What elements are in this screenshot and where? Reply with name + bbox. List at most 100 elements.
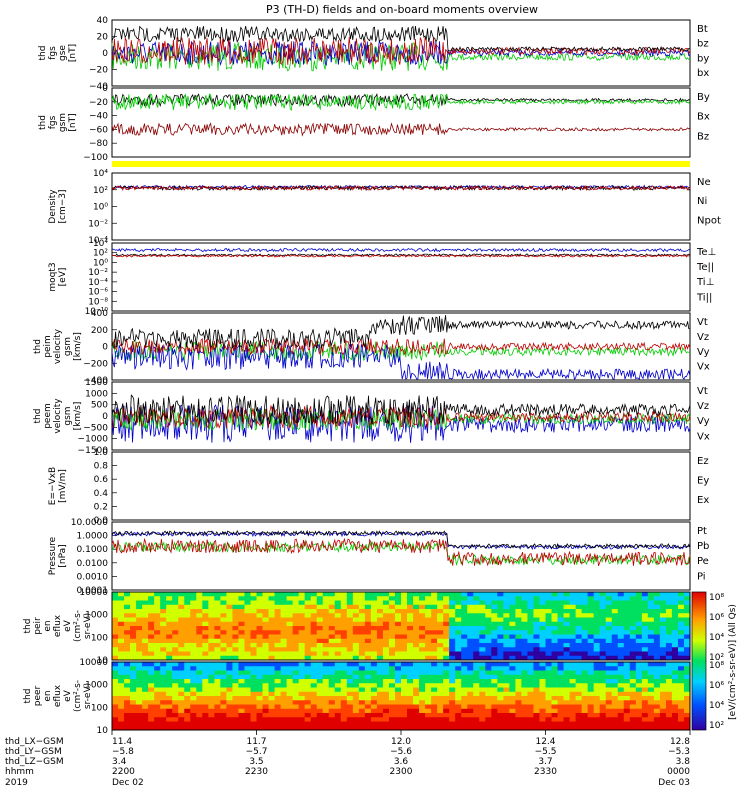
legend-Pe: Pe <box>697 556 709 567</box>
spectrogram-cell <box>647 647 655 652</box>
spectrogram-cell <box>449 617 456 623</box>
spectrogram-cell <box>184 670 191 676</box>
spectrogram-cell <box>280 674 288 680</box>
spectrogram-cell <box>437 647 444 652</box>
spectrogram-cell <box>190 708 197 714</box>
spectrogram-cell <box>364 662 372 667</box>
spectrogram-cell <box>641 679 649 684</box>
spectrogram-cell <box>322 655 330 661</box>
spectrogram-cell <box>431 683 438 688</box>
spectrogram-cell <box>136 683 143 688</box>
spectrogram-cell <box>388 721 396 727</box>
spectrogram-cell <box>268 651 275 657</box>
spectrogram-cell <box>425 725 432 731</box>
spectrogram-cell <box>647 609 655 614</box>
y-axis-label: thd <box>38 115 48 130</box>
spectrogram-cell <box>515 687 522 693</box>
spectrogram-cell <box>449 643 456 648</box>
spectrogram-cell <box>533 617 540 623</box>
spectrogram-cell <box>112 674 119 680</box>
spectrogram-cell <box>491 683 498 688</box>
spectrogram-cell <box>653 638 661 644</box>
spectrogram-cell <box>455 713 462 718</box>
spectrogram-cell <box>370 666 378 671</box>
spectrogram-cell <box>587 643 595 648</box>
spectrogram-cell <box>557 617 564 623</box>
spectrogram-cell <box>461 626 468 631</box>
spectrogram-cell <box>382 725 390 731</box>
spectrogram-cell <box>160 679 167 684</box>
spectrogram-cell <box>394 662 402 667</box>
spectrogram-cell <box>244 634 251 640</box>
spectrogram-cell <box>671 647 679 652</box>
spectrogram-cell <box>449 679 456 684</box>
spectrogram-cell <box>112 604 119 610</box>
spectrogram-cell <box>160 725 167 731</box>
spectrogram-cell <box>635 717 643 722</box>
spectrogram-cell <box>280 596 288 601</box>
spectrogram-cell <box>208 621 215 627</box>
spectrogram-cell <box>298 700 306 705</box>
spectrogram-cell <box>407 630 414 635</box>
spectrogram-cell <box>334 725 342 731</box>
spectrogram-cell <box>683 687 691 693</box>
spectrogram-cell <box>515 662 522 667</box>
spectrogram-cell <box>364 621 372 627</box>
spectrogram-cell <box>419 713 426 718</box>
spectrogram-cell <box>154 670 161 676</box>
spectrogram-cell <box>112 717 119 722</box>
spectrogram-cell <box>388 708 396 714</box>
spectrogram-cell <box>629 613 637 618</box>
spectrogram-cell <box>136 708 143 714</box>
spectrogram-cell <box>250 721 257 727</box>
spectrogram-cell <box>250 647 257 652</box>
spectrogram-cell <box>677 691 685 697</box>
spectrogram-cell <box>665 596 673 601</box>
spectrogram-cell <box>178 651 185 657</box>
spectrogram-cell <box>419 691 426 697</box>
spectrogram-cell <box>407 708 414 714</box>
spectrogram-cell <box>370 696 378 701</box>
spectrogram-cell <box>527 670 534 676</box>
spectrogram-cell <box>274 670 281 676</box>
spectrogram-cell <box>515 604 522 610</box>
spectrogram-cell <box>142 655 149 661</box>
spectrogram-cell <box>286 725 294 731</box>
spectrogram-cell <box>262 655 269 661</box>
spectrogram-cell <box>515 713 522 718</box>
spectrogram-cell <box>328 725 336 731</box>
spectrogram-cell <box>298 600 306 606</box>
spectrogram-cell <box>683 617 691 623</box>
y-axis-label: sr-eV) <box>83 683 93 709</box>
spectrogram-cell <box>551 704 558 710</box>
spectrogram-cell <box>527 721 534 727</box>
spectrogram-cell <box>605 634 613 640</box>
spectrogram-cell <box>581 592 589 597</box>
spectrogram-cell <box>160 638 167 644</box>
spectrogram-cell <box>226 674 233 680</box>
spectrogram-cell <box>376 670 384 676</box>
spectrogram-cell <box>551 638 558 644</box>
spectrogram-cell <box>437 687 444 693</box>
spectrogram-cell <box>196 717 203 722</box>
spectrogram-cell <box>629 647 637 652</box>
spectrogram-cell <box>569 613 577 618</box>
spectrogram-cell <box>527 725 534 731</box>
spectrogram-cell <box>184 725 191 731</box>
spectrogram-cell <box>425 687 432 693</box>
spectrogram-cell <box>497 634 504 640</box>
spectrogram-cell <box>659 674 667 680</box>
spectrogram-cell <box>262 596 269 601</box>
spectrogram-cell <box>340 708 348 714</box>
spectrogram-cell <box>449 609 456 614</box>
spectrogram-cell <box>599 643 607 648</box>
spectrogram-cell <box>136 634 143 640</box>
spectrogram-cell <box>346 670 354 676</box>
spectrogram-cell <box>485 691 492 697</box>
spectrogram-cell <box>190 700 197 705</box>
spectrogram-cell <box>593 634 601 640</box>
spectrogram-cell <box>376 609 384 614</box>
spectrogram-cell <box>172 687 179 693</box>
spectrogram-cell <box>160 655 167 661</box>
spectrogram-cell <box>449 596 456 601</box>
